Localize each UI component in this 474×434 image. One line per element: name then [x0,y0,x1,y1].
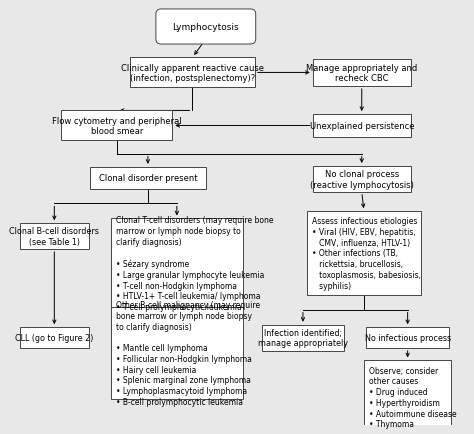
FancyBboxPatch shape [111,307,243,399]
Text: Clonal disorder present: Clonal disorder present [99,174,197,183]
Text: Clonal T-cell disorders (may require bone
marrow or lymph node biopsy to
clarify: Clonal T-cell disorders (may require bon… [116,216,273,311]
Text: Lymphocytosis: Lymphocytosis [173,23,239,32]
FancyBboxPatch shape [313,60,411,87]
FancyBboxPatch shape [130,58,255,88]
Text: Manage appropriately and
recheck CBC: Manage appropriately and recheck CBC [306,63,418,83]
Text: Other B-cell malignancy (may require
bone marrow or lymph node biopsy
to clarify: Other B-cell malignancy (may require bon… [116,300,260,406]
FancyBboxPatch shape [313,167,411,192]
FancyBboxPatch shape [156,10,255,45]
FancyBboxPatch shape [262,325,344,351]
Text: Infection identified;
manage appropriately: Infection identified; manage appropriate… [258,328,348,348]
FancyBboxPatch shape [364,361,451,434]
Text: No clonal process
(reactive lymphocytosis): No clonal process (reactive lymphocytosi… [310,170,414,189]
Text: Clonal B-cell disorders
(see Table 1): Clonal B-cell disorders (see Table 1) [9,227,99,247]
FancyBboxPatch shape [20,327,89,348]
Text: Assess infectious etiologies
• Viral (HIV, EBV, hepatitis,
   CMV, influenza, HT: Assess infectious etiologies • Viral (HI… [311,217,420,290]
Text: Flow cytometry and peripheral
blood smear: Flow cytometry and peripheral blood smea… [52,116,182,136]
Text: Observe; consider
other causes
• Drug induced
• Hyperthyroidism
• Autoimmune dis: Observe; consider other causes • Drug in… [369,366,456,428]
Text: CLL (go to Figure 2): CLL (go to Figure 2) [15,333,93,342]
FancyBboxPatch shape [366,327,449,348]
FancyBboxPatch shape [111,219,243,309]
Text: Unexplained persistence: Unexplained persistence [310,122,414,131]
FancyBboxPatch shape [61,111,173,141]
FancyBboxPatch shape [307,212,421,295]
Text: No infectious process: No infectious process [365,333,451,342]
FancyBboxPatch shape [20,224,89,250]
Text: Clinically apparent reactive cause
(infection, postsplenectomy)?: Clinically apparent reactive cause (infe… [121,63,264,83]
FancyBboxPatch shape [90,168,206,189]
FancyBboxPatch shape [313,115,411,138]
